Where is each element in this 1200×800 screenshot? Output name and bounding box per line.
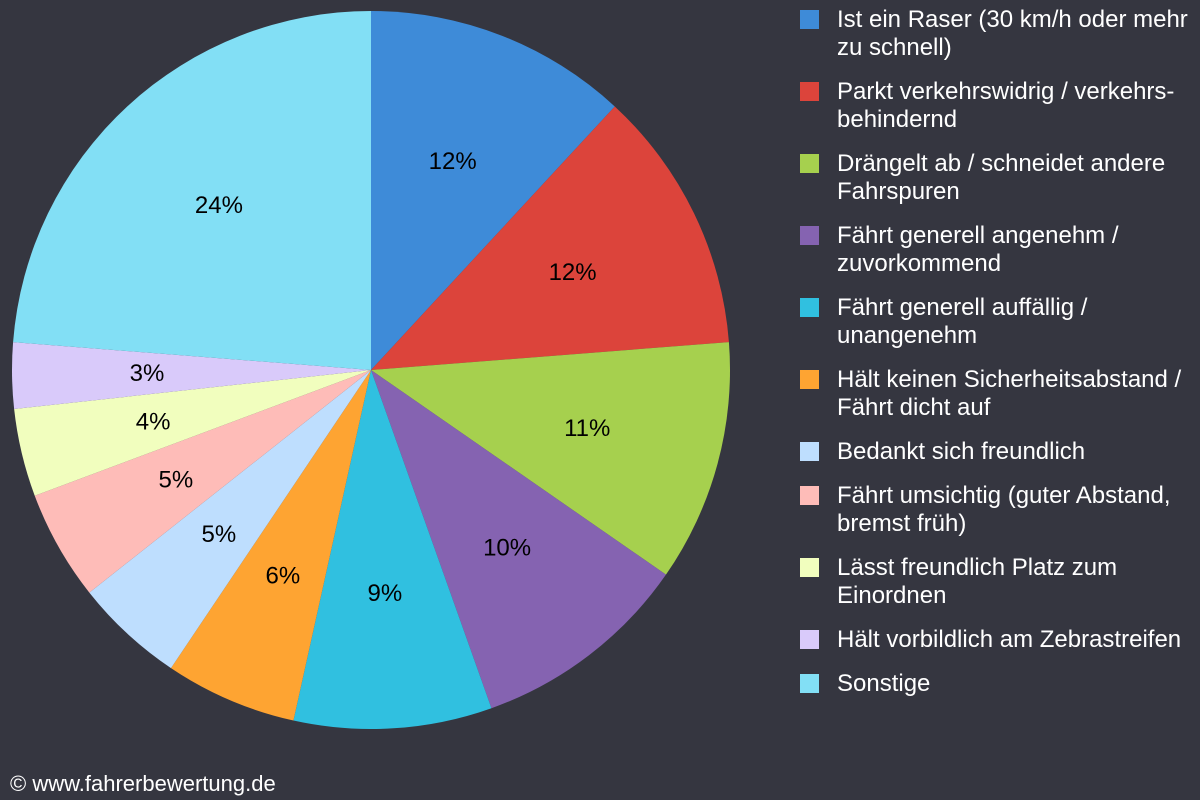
legend-item-3: Drängelt ab / schneidet andere Fahrspure… [800,150,1195,206]
legend-item-2: Parkt verkehrswidrig / verkehrs-behinder… [800,78,1195,134]
pie-slices [11,11,731,729]
legend-label: Hält keinen Sicherheitsabstand / Fährt d… [837,366,1182,421]
pie-slice-label-3: 11% [564,415,610,442]
pie-slice-10 [11,342,372,410]
pie-slice-2 [371,106,729,370]
legend-swatch [800,442,819,461]
legend-label: Bedankt sich freundlich [837,438,1086,465]
legend-swatch [800,154,819,173]
pie-slice-4 [371,370,666,709]
copyright-footer: © www.fahrerbewertung.de [10,771,276,796]
pie-slice-label-6: 6% [266,562,301,589]
pie-slice-label-8: 5% [159,467,194,494]
legend-label: Sonstige [837,670,931,697]
legend-label: Drängelt ab / schneidet andere Fahrspure… [837,150,1166,205]
pie-slice-7 [89,370,371,669]
legend-item-6: Hält keinen Sicherheitsabstand / Fährt d… [800,366,1195,422]
pie-slice-1 [371,11,615,370]
legend-label: Fährt generell auffällig / unangenehm [837,294,1088,349]
legend-swatch [800,82,819,101]
legend-swatch [800,674,819,693]
pie-slice-label-1: 12% [429,148,477,175]
legend-label: Ist ein Raser (30 km/h oder mehr zu schn… [837,6,1188,61]
legend-item-1: Ist ein Raser (30 km/h oder mehr zu schn… [800,6,1195,62]
legend-item-11: Sonstige [800,670,1195,698]
legend-label: Parkt verkehrswidrig / verkehrs-behinder… [837,78,1175,133]
legend-label: Fährt umsichtig (guter Abstand, bremst f… [837,482,1171,537]
legend-item-7: Bedankt sich freundlich [800,438,1195,466]
pie-slice-5 [293,370,492,729]
pie-slice-label-9: 4% [136,408,171,435]
pie-slice-label-2: 12% [549,259,597,286]
pie-slice-3 [371,342,731,575]
pie-slice-label-11: 24% [195,192,243,219]
pie-slice-labels: 12% 12% 11% 10% 9% 6% 5% 5% 4% 3% 24% [130,148,611,607]
legend-swatch [800,558,819,577]
pie-slice-6 [170,370,371,721]
pie-slice-label-5: 9% [368,580,403,607]
pie-slice-11 [13,11,372,370]
legend-swatch [800,630,819,649]
legend-swatch [800,370,819,389]
pie-slice-label-7: 5% [202,521,237,548]
legend-item-4: Fährt generell angenehm / zuvorkommend [800,222,1195,278]
legend-label: Lässt freundlich Platz zum Einordnen [837,554,1118,609]
legend-swatch [800,10,819,29]
pie-slice-9 [14,370,371,496]
legend-swatch [800,486,819,505]
legend-label: Fährt generell angenehm / zuvorkommend [837,222,1119,277]
legend-label: Hält vorbildlich am Zebrastreifen [837,626,1182,653]
pie-slice-8 [34,370,371,593]
chart-legend: Ist ein Raser (30 km/h oder mehr zu schn… [800,6,1195,714]
legend-item-9: Lässt freundlich Platz zum Einordnen [800,554,1195,610]
legend-item-5: Fährt generell auffällig / unangenehm [800,294,1195,350]
legend-item-8: Fährt umsichtig (guter Abstand, bremst f… [800,482,1195,538]
legend-swatch [800,226,819,245]
legend-item-10: Hält vorbildlich am Zebrastreifen [800,626,1195,654]
pie-slice-label-4: 10% [483,534,531,561]
pie-slice-label-10: 3% [130,360,165,387]
legend-swatch [800,298,819,317]
